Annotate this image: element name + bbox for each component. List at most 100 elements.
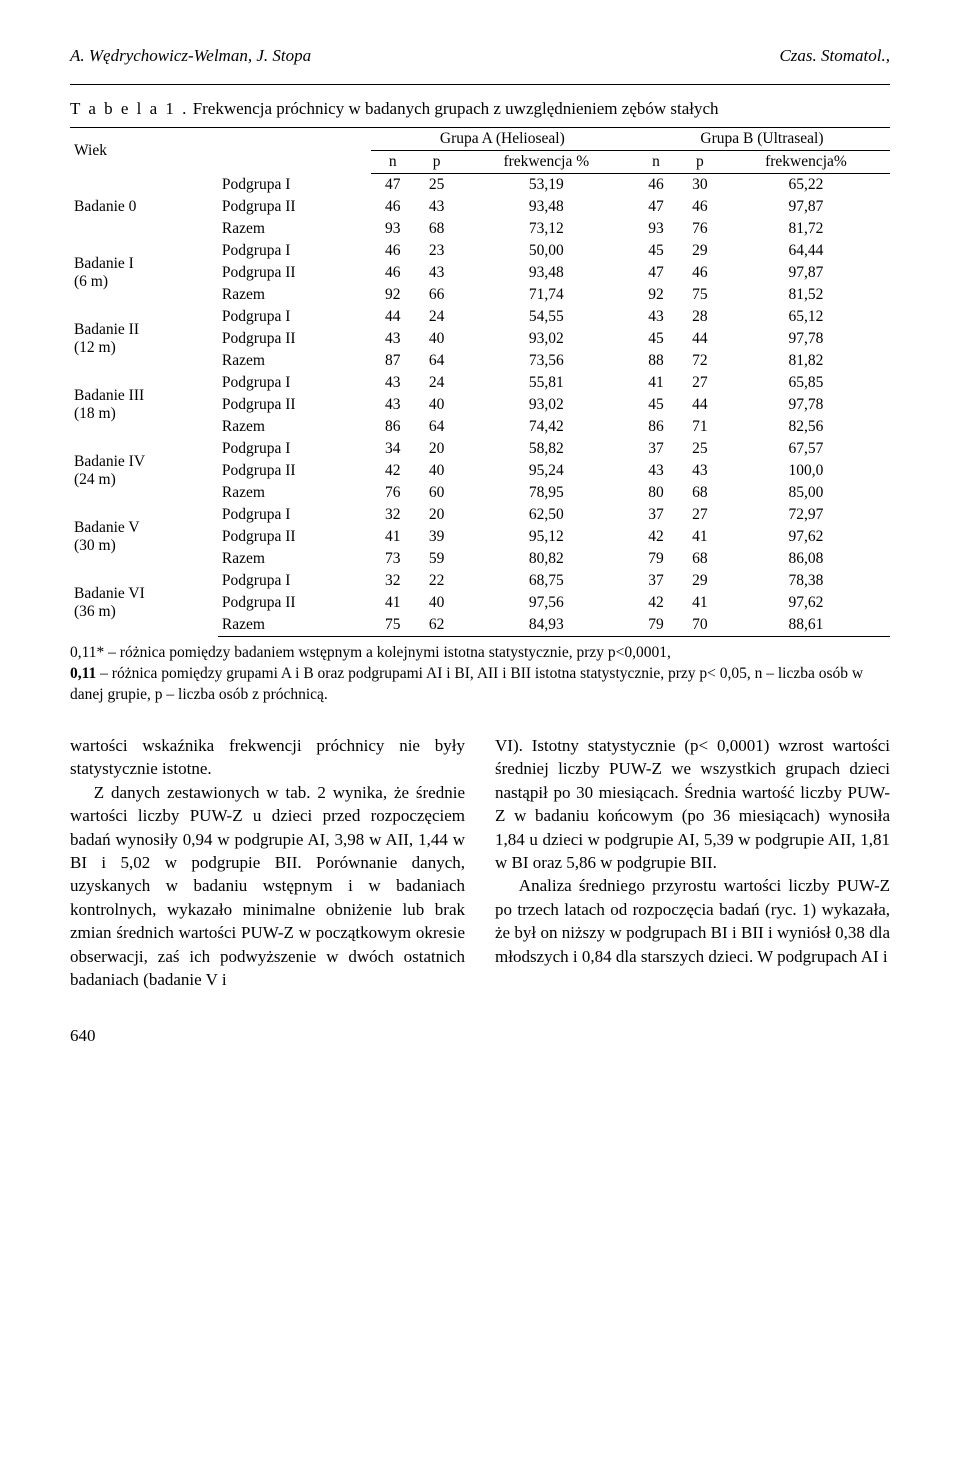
col-wiek: Wiek: [70, 128, 371, 174]
table-body: Badanie 0Podgrupa I472553,19463065,22Pod…: [70, 174, 890, 637]
col-group-b: Grupa B (Ultraseal): [634, 128, 890, 151]
cell-bf: 81,52: [722, 284, 890, 306]
subgroup-label: Podgrupa I: [218, 570, 371, 592]
cell-bp: 44: [678, 328, 722, 350]
caption-text: Frekwencja próchnicy w badanych grupach …: [188, 99, 718, 118]
right-p1: VI). Istotny statystycznie (p< 0,0001) w…: [495, 734, 890, 875]
cell-af: 53,19: [459, 174, 634, 197]
cell-an: 41: [371, 592, 415, 614]
cell-an: 46: [371, 240, 415, 262]
cell-bf: 97,78: [722, 328, 890, 350]
cell-af: 68,75: [459, 570, 634, 592]
body-columns: wartości wskaźnika frekwencji próchnicy …: [70, 734, 890, 992]
cell-af: 84,93: [459, 614, 634, 637]
cell-bf: 72,97: [722, 504, 890, 526]
cell-ap: 64: [415, 416, 459, 438]
cell-bp: 30: [678, 174, 722, 197]
table-row: Badanie V (30 m)Podgrupa I322062,5037277…: [70, 504, 890, 526]
runhead-left: A. Wędrychowicz-Welman, J. Stopa: [70, 46, 311, 66]
subgroup-label: Razem: [218, 548, 371, 570]
cell-bf: 86,08: [722, 548, 890, 570]
cell-bn: 88: [634, 350, 678, 372]
cell-an: 92: [371, 284, 415, 306]
cell-bf: 67,57: [722, 438, 890, 460]
cell-ap: 66: [415, 284, 459, 306]
right-p2: Analiza średniego przyrostu wartości lic…: [495, 874, 890, 968]
cell-af: 93,48: [459, 196, 634, 218]
subgroup-label: Podgrupa II: [218, 592, 371, 614]
subgroup-label: Podgrupa I: [218, 306, 371, 328]
table-row: Badanie 0Podgrupa I472553,19463065,22: [70, 174, 890, 197]
cell-af: 71,74: [459, 284, 634, 306]
cell-bf: 82,56: [722, 416, 890, 438]
cell-bf: 97,62: [722, 592, 890, 614]
cell-bf: 81,72: [722, 218, 890, 240]
col-b-n: n: [634, 151, 678, 174]
cell-af: 95,12: [459, 526, 634, 548]
table-header-row-1: Wiek Grupa A (Helioseal) Grupa B (Ultras…: [70, 128, 890, 151]
cell-ap: 24: [415, 306, 459, 328]
block-label: Badanie IV (24 m): [70, 438, 218, 504]
subgroup-label: Podgrupa I: [218, 372, 371, 394]
page: A. Wędrychowicz-Welman, J. Stopa Czas. S…: [0, 0, 960, 1096]
cell-af: 80,82: [459, 548, 634, 570]
subgroup-label: Razem: [218, 416, 371, 438]
cell-bp: 71: [678, 416, 722, 438]
cell-ap: 64: [415, 350, 459, 372]
cell-bp: 46: [678, 262, 722, 284]
cell-ap: 40: [415, 328, 459, 350]
cell-bn: 79: [634, 614, 678, 637]
cell-af: 95,24: [459, 460, 634, 482]
caption-prefix: T a b e l a 1 .: [70, 99, 188, 118]
cell-bp: 68: [678, 548, 722, 570]
cell-bn: 45: [634, 240, 678, 262]
runhead-right: Czas. Stomatol.,: [779, 46, 890, 66]
cell-bn: 37: [634, 504, 678, 526]
cell-bf: 65,12: [722, 306, 890, 328]
cell-an: 43: [371, 372, 415, 394]
cell-bn: 79: [634, 548, 678, 570]
cell-an: 73: [371, 548, 415, 570]
cell-af: 54,55: [459, 306, 634, 328]
subgroup-label: Podgrupa I: [218, 240, 371, 262]
cell-ap: 43: [415, 262, 459, 284]
cell-bn: 37: [634, 570, 678, 592]
cell-bn: 46: [634, 174, 678, 197]
block-label: Badanie V (30 m): [70, 504, 218, 570]
cell-af: 74,42: [459, 416, 634, 438]
footnote-bold: 0,11: [70, 665, 96, 682]
cell-bp: 75: [678, 284, 722, 306]
cell-an: 44: [371, 306, 415, 328]
cell-bn: 86: [634, 416, 678, 438]
cell-bf: 85,00: [722, 482, 890, 504]
cell-bf: 97,62: [722, 526, 890, 548]
cell-bp: 29: [678, 240, 722, 262]
cell-an: 75: [371, 614, 415, 637]
cell-ap: 25: [415, 174, 459, 197]
cell-bn: 43: [634, 460, 678, 482]
subgroup-label: Razem: [218, 218, 371, 240]
subgroup-label: Podgrupa I: [218, 174, 371, 197]
col-a-freq: frekwencja %: [459, 151, 634, 174]
right-column: VI). Istotny statystycznie (p< 0,0001) w…: [495, 734, 890, 992]
cell-bn: 37: [634, 438, 678, 460]
cell-ap: 40: [415, 592, 459, 614]
cell-bp: 27: [678, 504, 722, 526]
cell-bn: 47: [634, 196, 678, 218]
cell-bp: 44: [678, 394, 722, 416]
cell-bf: 64,44: [722, 240, 890, 262]
cell-bn: 42: [634, 592, 678, 614]
table-row: Badanie VI (36 m)Podgrupa I322268,753729…: [70, 570, 890, 592]
cell-an: 43: [371, 394, 415, 416]
col-group-a: Grupa A (Helioseal): [371, 128, 634, 151]
subgroup-label: Razem: [218, 614, 371, 637]
col-b-freq: frekwencja%: [722, 151, 890, 174]
cell-an: 42: [371, 460, 415, 482]
cell-ap: 22: [415, 570, 459, 592]
cell-bn: 42: [634, 526, 678, 548]
cell-af: 93,02: [459, 394, 634, 416]
subgroup-label: Razem: [218, 284, 371, 306]
left-column: wartości wskaźnika frekwencji próchnicy …: [70, 734, 465, 992]
subgroup-label: Razem: [218, 482, 371, 504]
cell-an: 86: [371, 416, 415, 438]
